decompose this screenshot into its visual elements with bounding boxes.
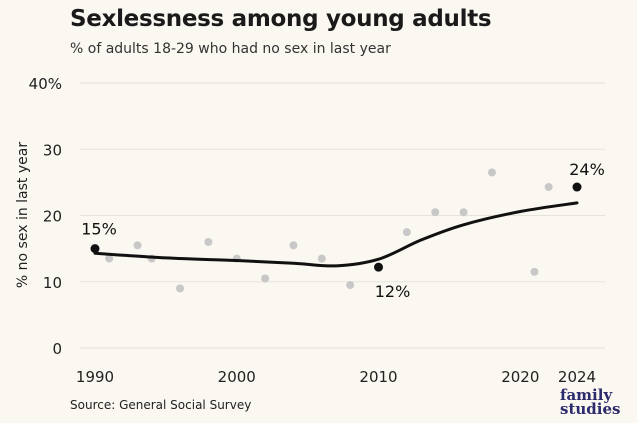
data-point — [317, 254, 326, 263]
brand-line-1: family — [560, 386, 613, 404]
y-axis-label: % no sex in last year — [15, 142, 31, 288]
highlighted-points: 15% 12% 24% — [81, 160, 605, 301]
highlight-point — [90, 244, 100, 254]
data-point — [105, 254, 114, 263]
data-point — [431, 208, 440, 217]
brand-logo: family studies — [560, 386, 621, 418]
data-point — [176, 284, 185, 293]
data-point — [346, 281, 355, 290]
trend-line — [93, 201, 579, 268]
data-point — [402, 228, 411, 237]
data-point — [133, 241, 142, 250]
highlight-label: 24% — [569, 160, 605, 179]
y-tick-label: 40% — [29, 75, 62, 93]
data-point — [530, 267, 539, 276]
highlight-point — [374, 262, 384, 272]
y-tick-label: 20 — [43, 208, 62, 226]
y-tick-label: 30 — [43, 141, 62, 159]
chart-subtitle: % of adults 18-29 who had no sex in last… — [70, 41, 391, 57]
gridlines — [80, 82, 605, 349]
source-note: Source: General Social Survey — [70, 398, 252, 412]
x-tick-label: 2000 — [218, 368, 256, 386]
x-tick-label: 1990 — [76, 368, 114, 386]
x-tick-label: 2010 — [359, 368, 397, 386]
data-point — [487, 168, 496, 177]
chart-title: Sexlessness among young adults — [70, 6, 492, 32]
data-points — [91, 168, 581, 293]
x-tick-label: 2024 — [558, 368, 596, 386]
y-tick-labels: 0 10 20 30 40% — [29, 75, 62, 358]
y-tick-label: 0 — [52, 340, 62, 358]
data-point — [459, 208, 468, 217]
highlight-label: 15% — [81, 220, 117, 239]
data-point — [289, 241, 298, 250]
highlight-point — [572, 182, 582, 192]
y-tick-label: 10 — [43, 274, 62, 292]
x-tick-labels: 1990 2000 2010 2020 2024 — [76, 368, 596, 386]
data-point — [261, 274, 270, 283]
data-point — [204, 238, 213, 246]
highlight-label: 12% — [375, 282, 411, 301]
brand-line-2: studies — [560, 400, 621, 418]
x-tick-label: 2020 — [501, 368, 539, 386]
data-point — [544, 183, 553, 192]
